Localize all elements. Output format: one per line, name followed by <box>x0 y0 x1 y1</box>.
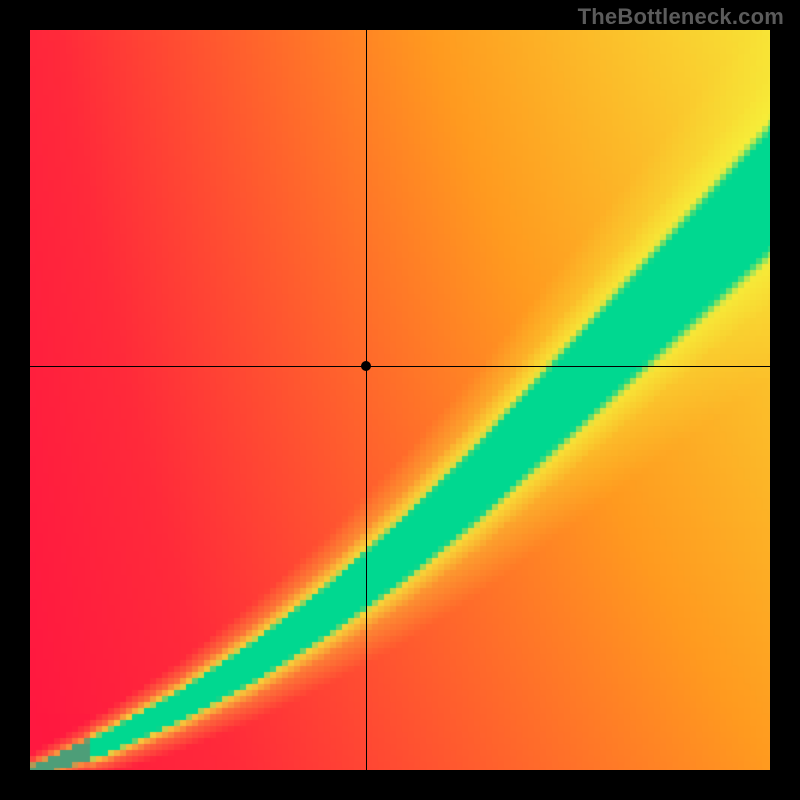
crosshair-vertical <box>366 30 367 770</box>
watermark-text: TheBottleneck.com <box>578 4 784 30</box>
heatmap-canvas <box>30 30 770 770</box>
crosshair-horizontal <box>30 366 770 367</box>
crosshair-marker <box>361 361 371 371</box>
chart-container: TheBottleneck.com <box>0 0 800 800</box>
